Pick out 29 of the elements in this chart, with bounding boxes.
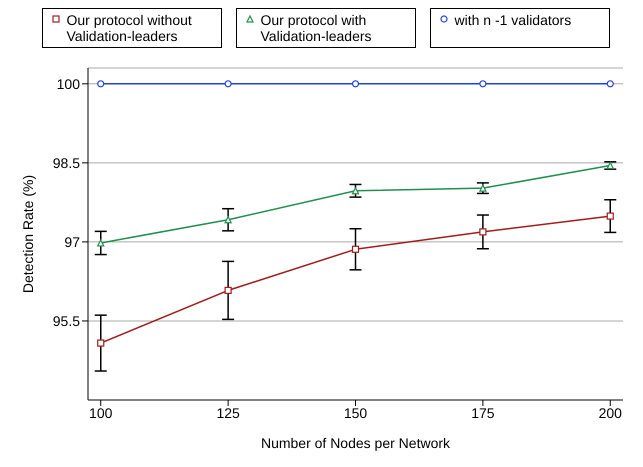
x-tick-label: 175: [471, 404, 495, 421]
y-tick-label: 95.5: [52, 312, 80, 329]
point: [97, 239, 104, 247]
point: [606, 212, 614, 220]
point: [479, 184, 486, 192]
point: [224, 286, 232, 294]
legend-label: Our protocol without Validation-leaders: [66, 12, 193, 44]
x-tick-label: 100: [89, 404, 113, 421]
point: [479, 228, 486, 236]
legend-label: Our protocol with Validation-leaders: [260, 12, 373, 44]
point: [606, 162, 614, 170]
y-tick-label: 100: [56, 76, 80, 92]
x-tick-label: 200: [598, 404, 622, 421]
point: [606, 80, 614, 88]
point: [352, 80, 360, 88]
x-tick-label: 150: [344, 404, 368, 421]
point: [97, 80, 104, 88]
point: [479, 80, 486, 88]
point: [352, 246, 360, 253]
legend-label: with n -1 validators: [454, 12, 572, 28]
y-tick-label: 98.5: [52, 154, 80, 171]
point: [97, 339, 104, 347]
x-tick-label: 125: [216, 404, 240, 421]
point: [224, 80, 232, 88]
point: [352, 187, 360, 194]
y-tick-label: 97: [64, 234, 80, 250]
x-axis-title: Number of Nodes per Network: [260, 435, 452, 451]
y-axis-title: Detection Rate (%): [20, 174, 36, 294]
point: [224, 216, 232, 224]
